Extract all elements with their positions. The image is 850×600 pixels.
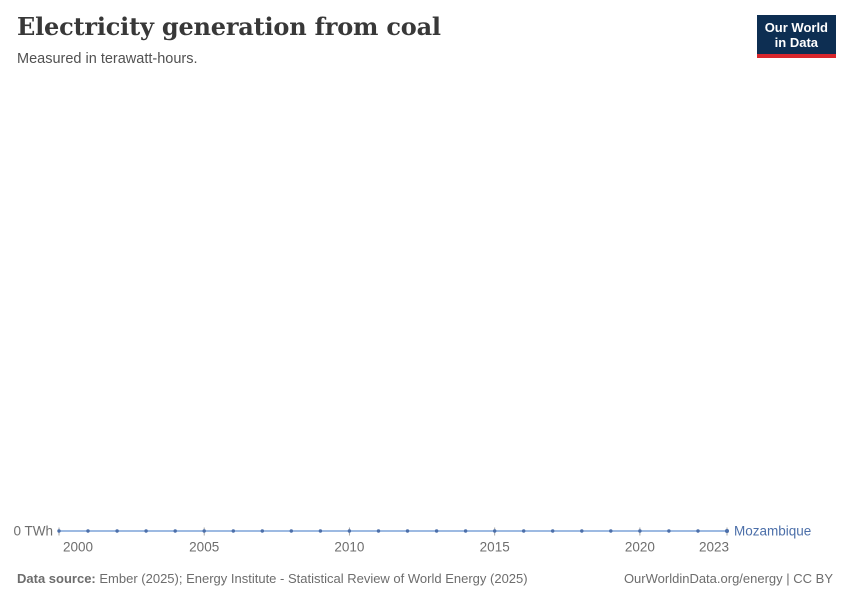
owid-logo: Our World in Data — [756, 15, 836, 58]
data-point[interactable] — [522, 529, 526, 533]
x-tick-label: 2010 — [334, 540, 364, 555]
data-source-note: Data source: Ember (2025); Energy Instit… — [17, 571, 528, 588]
data-point[interactable] — [696, 529, 700, 533]
data-point[interactable] — [144, 529, 148, 533]
data-point[interactable] — [289, 529, 293, 533]
x-tick-label: 2005 — [189, 540, 219, 555]
data-point[interactable] — [115, 529, 119, 533]
owid-logo-line1: Our World — [764, 20, 828, 35]
data-point[interactable] — [580, 529, 584, 533]
data-point[interactable] — [725, 529, 729, 533]
chart-footer: Data source: Ember (2025); Energy Instit… — [17, 571, 833, 588]
chart-title: Electricity generation from coal — [17, 12, 441, 41]
data-point[interactable] — [463, 529, 468, 533]
license-note[interactable]: OurWorldinData.org/energy | CC BY — [623, 571, 833, 587]
data-point[interactable] — [434, 529, 439, 533]
data-point[interactable] — [260, 529, 264, 533]
data-source-text: Ember (2025); Energy Institute - Statist… — [99, 571, 528, 587]
chart-subtitle: Measured in terawatt-hours. — [17, 51, 198, 67]
data-point[interactable] — [202, 529, 206, 533]
data-point[interactable] — [173, 529, 177, 533]
data-point[interactable] — [493, 529, 497, 533]
data-source-label: Data source: — [17, 571, 96, 587]
data-point[interactable] — [318, 529, 323, 533]
entity-label[interactable]: Mozambique — [734, 524, 811, 539]
x-tick-label: 2023 — [699, 540, 729, 555]
data-point[interactable] — [609, 529, 613, 533]
data-point[interactable] — [347, 529, 352, 533]
data-point[interactable] — [551, 529, 555, 533]
data-point[interactable] — [231, 529, 235, 533]
data-point[interactable] — [86, 529, 90, 533]
data-point[interactable] — [638, 529, 642, 533]
x-tick-label: 2020 — [625, 540, 655, 555]
owid-logo-line2: in Data — [774, 35, 819, 50]
data-point[interactable] — [667, 529, 671, 533]
y-axis-zero-label: 0 TWh — [13, 524, 53, 539]
x-tick-label: 2015 — [480, 540, 510, 555]
data-point[interactable] — [405, 529, 410, 533]
data-point[interactable] — [376, 529, 381, 533]
x-tick-label: 2000 — [63, 540, 93, 555]
data-point[interactable] — [57, 529, 61, 533]
